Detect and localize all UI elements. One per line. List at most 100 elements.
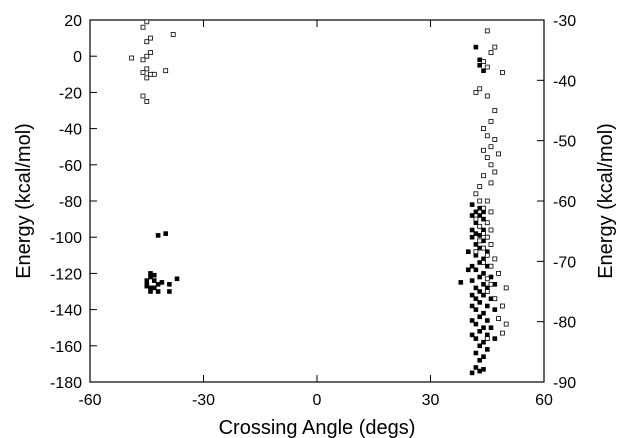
open-square-point: [170, 32, 176, 37]
x-tick-label: -30: [192, 392, 215, 409]
filled-square-point: [477, 300, 483, 305]
open-square-point: [477, 223, 483, 229]
y-tick-label: -100: [50, 230, 82, 247]
y2-axis-title: Energy (kcal/mol): [595, 123, 617, 279]
y-tick-label: -80: [59, 194, 82, 211]
open-square-point: [499, 330, 505, 336]
filled-square-point: [473, 307, 479, 312]
open-square-point: [144, 99, 150, 104]
y2-tick-label: -80: [553, 315, 576, 332]
filled-square-point: [174, 276, 180, 282]
filled-square-point: [473, 296, 479, 302]
filled-square-point: [155, 233, 161, 238]
filled-square-point: [477, 357, 483, 363]
filled-square-point: [473, 44, 479, 50]
y-tick-label: -120: [50, 266, 82, 283]
filled-square-point: [469, 234, 475, 240]
open-square-point: [496, 151, 502, 157]
filled-square-point: [144, 283, 150, 289]
filled-square-point: [167, 289, 172, 294]
y-axis-title: Energy (kcal/mol): [13, 123, 35, 279]
open-square-point: [503, 321, 509, 327]
open-square-point: [481, 231, 486, 237]
open-square-point: [484, 28, 490, 34]
open-square-point: [473, 90, 479, 95]
open-square-point: [473, 191, 479, 197]
open-square-point: [477, 184, 483, 189]
filled-square-point: [469, 278, 475, 283]
open-square-point: [144, 66, 150, 72]
x-tick-label: 0: [313, 392, 322, 409]
filled-square-point: [477, 213, 483, 218]
y-tick-label: -40: [59, 122, 82, 139]
open-square-point: [481, 126, 486, 131]
filled-square-point: [473, 231, 479, 236]
open-square-point: [499, 70, 505, 75]
filled-square-point: [159, 280, 165, 285]
open-square-point: [492, 137, 498, 142]
filled-square-point: [473, 321, 479, 327]
x-tick-label: 30: [422, 392, 440, 409]
open-square-point: [492, 256, 498, 262]
filled-square-point: [473, 365, 479, 370]
filled-square-point: [148, 274, 153, 280]
open-square-point: [492, 296, 498, 302]
filled-square-point: [469, 202, 475, 207]
open-square-point: [481, 205, 486, 211]
x-tick-label: -60: [78, 392, 101, 409]
open-square-point: [492, 44, 498, 50]
y2-tick-label: -50: [553, 134, 576, 151]
filled-square-point: [481, 271, 486, 276]
y2-tick-label: -70: [553, 254, 576, 271]
open-square-point: [481, 59, 486, 64]
open-square-point: [488, 227, 494, 233]
filled-square-point: [477, 289, 483, 294]
open-square-point: [484, 234, 490, 240]
filled-square-point: [477, 328, 483, 334]
y-tick-label: -160: [50, 339, 82, 356]
filled-square-point: [481, 216, 486, 222]
axis-ticks: -60 -30 0 30 60 -180 -160 -140 -120 -100 -80 -60 -40…: [50, 13, 576, 409]
filled-square-point: [469, 263, 475, 269]
open-square-point: [492, 108, 498, 113]
open-square-point: [140, 70, 146, 75]
filled-square-point: [469, 213, 475, 218]
open-square-point: [488, 241, 494, 247]
open-square-point: [140, 93, 146, 99]
filled-square-point: [469, 227, 475, 233]
filled-square-point: [477, 343, 483, 349]
filled-square-point: [155, 281, 161, 287]
y-tick-label: -140: [50, 303, 82, 320]
filled-square-point: [458, 280, 464, 285]
open-square-point: [484, 336, 490, 342]
open-square-point: [473, 216, 479, 222]
open-square-point: [488, 281, 494, 287]
open-square-point: [484, 276, 490, 282]
open-square-point: [140, 24, 146, 30]
open-square-point: [144, 19, 150, 25]
filled-square-point: [481, 68, 486, 73]
y-tick-label: -60: [59, 158, 82, 175]
filled-square-point: [477, 368, 483, 374]
filled-square-point: [492, 336, 498, 341]
filled-square-point: [484, 318, 490, 323]
open-square-point: [140, 57, 146, 63]
x-tick-label: 60: [535, 392, 553, 409]
data-points: [129, 19, 509, 376]
filled-square-point: [484, 303, 490, 309]
filled-square-point: [152, 272, 157, 278]
open-square-point: [144, 39, 150, 45]
open-square-point: [148, 35, 153, 41]
open-square-point: [484, 289, 490, 294]
filled-square-point: [152, 278, 157, 283]
filled-square-point: [481, 281, 486, 287]
filled-square-point: [473, 350, 479, 356]
open-square-point: [477, 238, 483, 244]
open-square-point: [477, 198, 483, 204]
open-square-point: [488, 209, 494, 215]
y-tick-label: 20: [64, 13, 82, 30]
open-square-point: [148, 50, 153, 55]
filled-square-point: [477, 62, 483, 68]
open-square-point: [488, 50, 494, 55]
